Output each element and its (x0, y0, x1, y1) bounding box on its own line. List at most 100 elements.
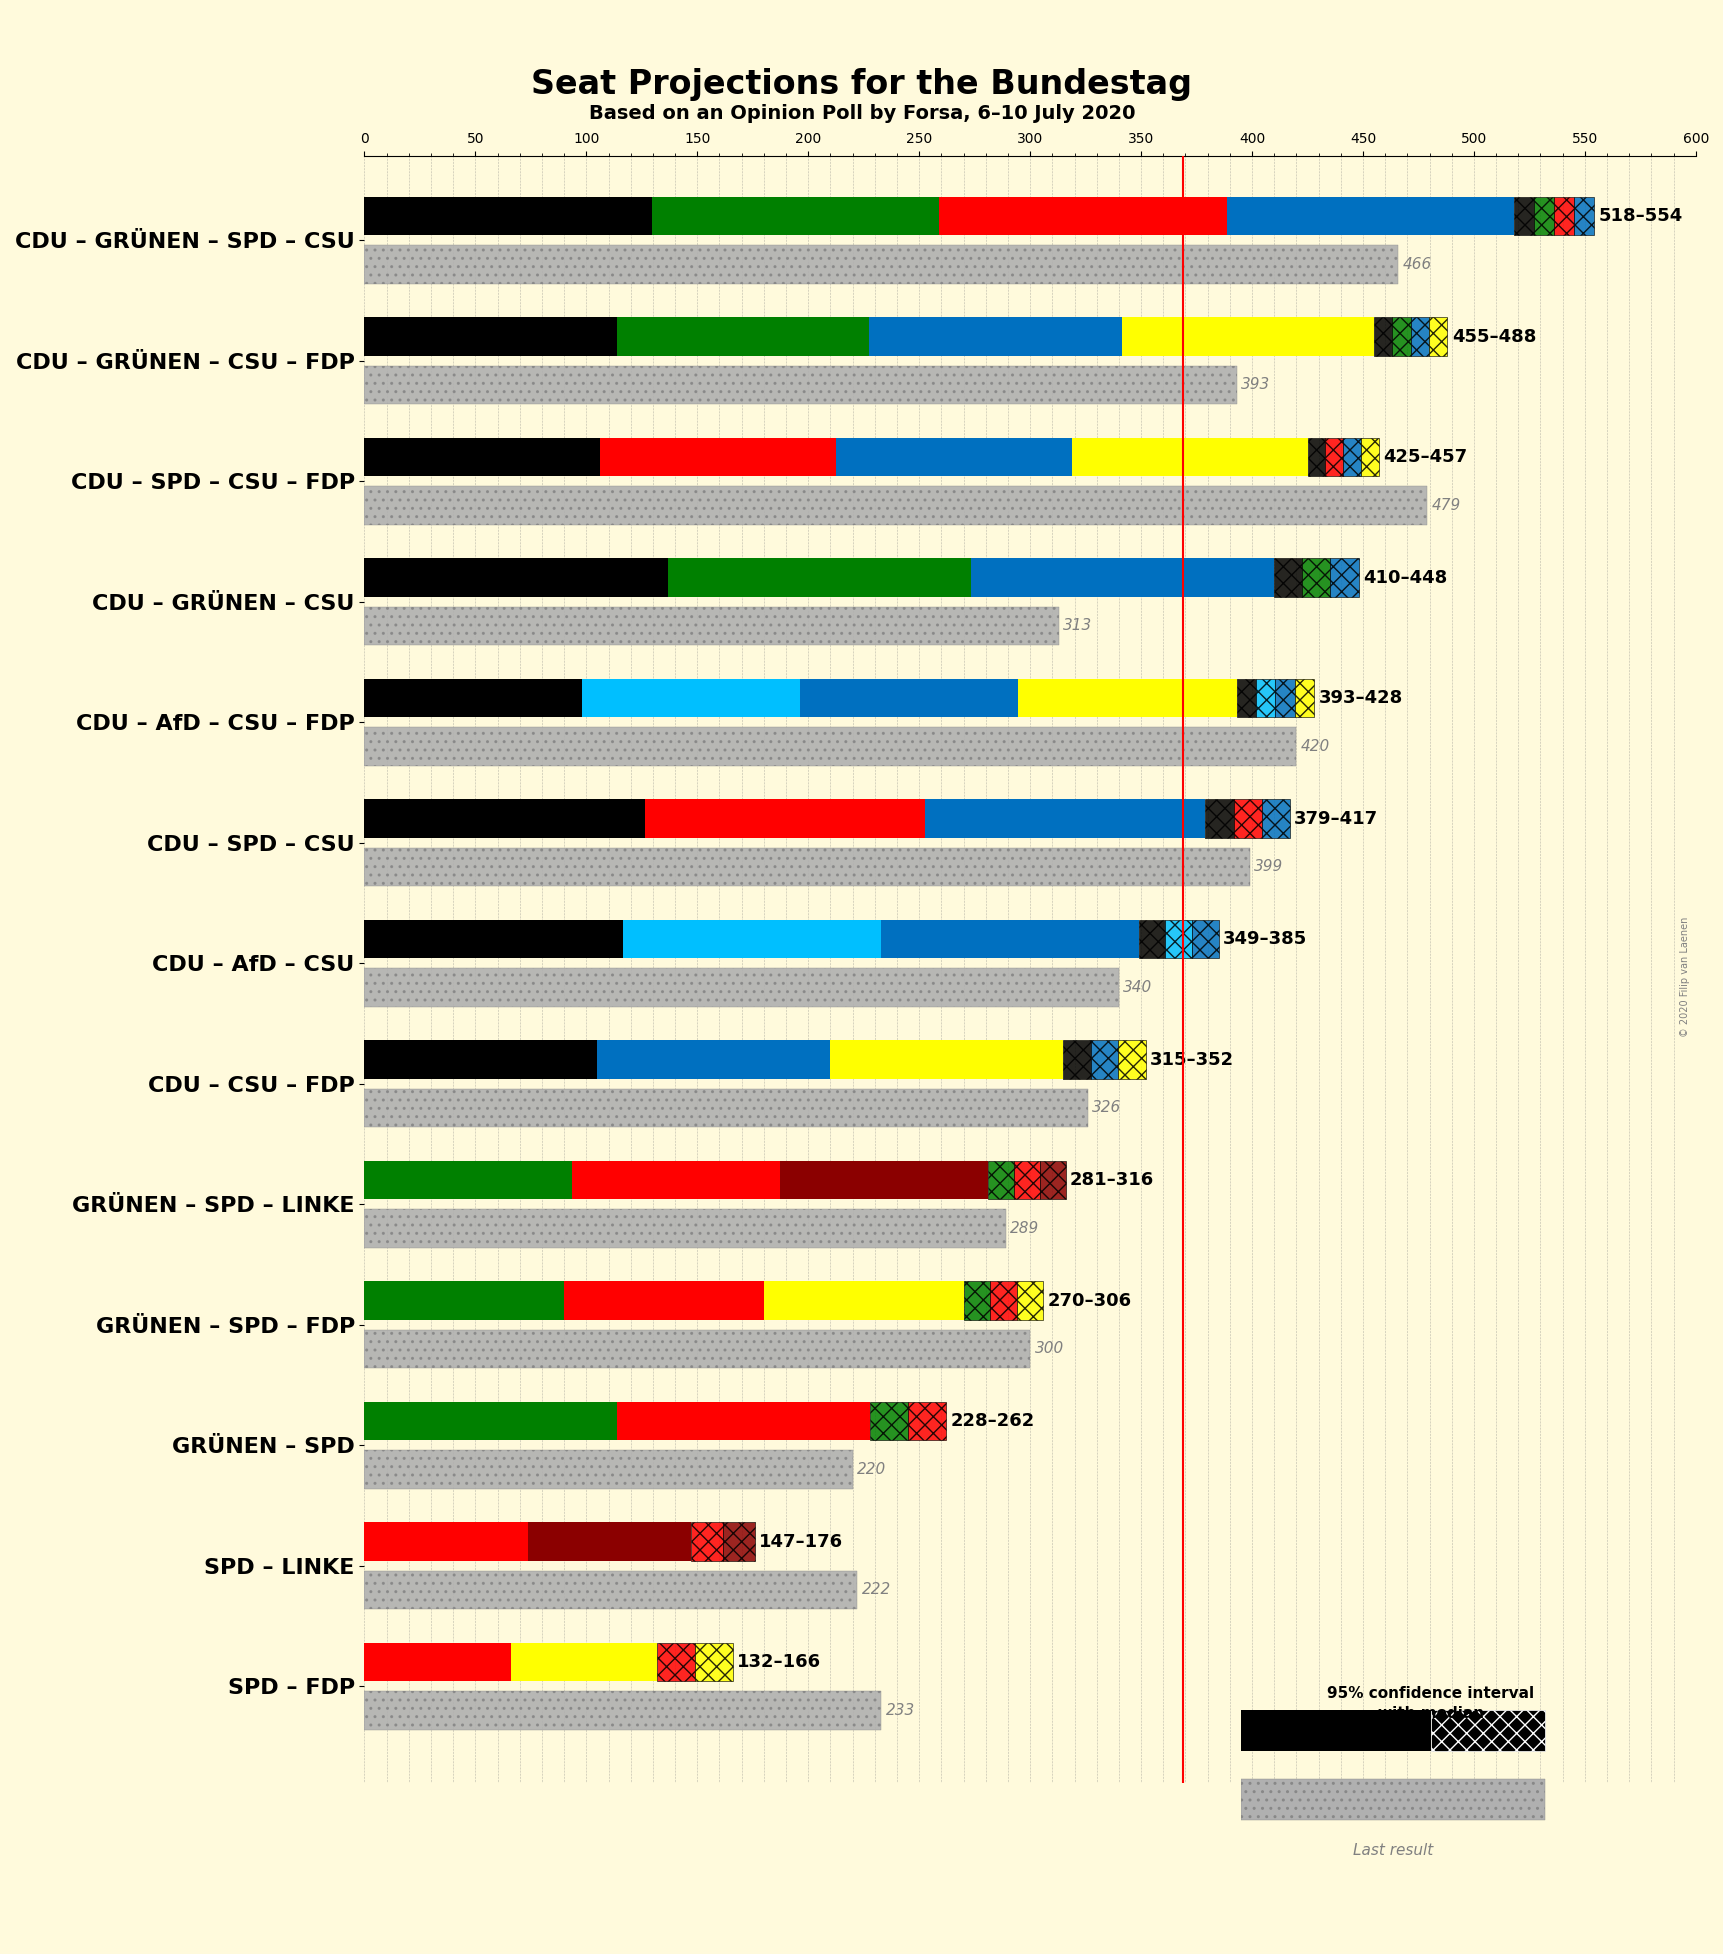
Bar (799, 678, 1018, 717)
Bar (1017, 1282, 1042, 1321)
Bar (1118, 1040, 1144, 1079)
Text: 220: 220 (856, 1462, 886, 1477)
Text: 349–385: 349–385 (1223, 930, 1306, 948)
Bar (364, 1329, 1030, 1368)
Bar (1234, 799, 1261, 838)
Text: 132–166: 132–166 (737, 1653, 820, 1671)
Text: 455–488: 455–488 (1451, 328, 1535, 346)
Bar (1165, 920, 1191, 959)
Bar (598, 1040, 830, 1079)
Text: 281–316: 281–316 (1070, 1170, 1154, 1190)
Bar (364, 438, 600, 477)
Text: 95% confidence interval: 95% confidence interval (1327, 1686, 1533, 1700)
Bar (1430, 1710, 1544, 1751)
Bar (963, 1282, 989, 1321)
Bar (364, 1522, 527, 1561)
Bar (364, 197, 651, 236)
Bar (1039, 1161, 1065, 1200)
Bar (1306, 438, 1325, 477)
Text: © 2020 Filip van Laenen: © 2020 Filip van Laenen (1678, 916, 1689, 1038)
Bar (868, 317, 1122, 356)
Bar (563, 1282, 763, 1321)
Bar (1261, 799, 1289, 838)
Text: Seat Projections for the Bundestag: Seat Projections for the Bundestag (531, 68, 1192, 102)
Bar (582, 678, 799, 717)
Bar (572, 1161, 781, 1200)
Bar (617, 1401, 870, 1440)
Bar (1241, 1710, 1430, 1751)
Bar (651, 197, 939, 236)
Bar (617, 317, 868, 356)
Text: 315–352: 315–352 (1149, 1051, 1234, 1069)
Bar (644, 799, 925, 838)
Bar (970, 559, 1273, 598)
Bar (1428, 317, 1446, 356)
Bar (1091, 1040, 1118, 1079)
Text: 399: 399 (1254, 860, 1282, 873)
Bar (1359, 438, 1378, 477)
Bar (691, 1522, 722, 1561)
Bar (1225, 197, 1513, 236)
Bar (364, 1450, 853, 1489)
Bar (364, 1161, 572, 1200)
Text: 222: 222 (862, 1583, 891, 1596)
Bar (364, 1690, 880, 1729)
Bar (600, 438, 836, 477)
Text: 518–554: 518–554 (1597, 207, 1682, 225)
Bar (989, 1282, 1017, 1321)
Bar (1513, 197, 1533, 236)
Bar (364, 1571, 856, 1610)
Text: 289: 289 (1010, 1221, 1039, 1235)
Text: 420: 420 (1301, 739, 1330, 754)
Text: 466: 466 (1403, 256, 1432, 272)
Bar (1533, 197, 1552, 236)
Bar (1122, 317, 1373, 356)
Bar (1342, 438, 1359, 477)
Bar (939, 197, 1225, 236)
Bar (1301, 559, 1330, 598)
Bar (364, 365, 1235, 404)
Text: 326: 326 (1092, 1100, 1122, 1116)
Bar (1191, 920, 1218, 959)
Bar (364, 727, 1296, 766)
Text: 393–428: 393–428 (1318, 690, 1403, 707)
Bar (364, 920, 622, 959)
Bar (1204, 799, 1234, 838)
Bar (925, 799, 1204, 838)
Bar (364, 1282, 563, 1321)
Text: 233: 233 (886, 1702, 915, 1718)
Bar (1018, 678, 1235, 717)
Bar (1392, 317, 1409, 356)
Bar (527, 1522, 691, 1561)
Bar (1139, 920, 1165, 959)
Bar (364, 1401, 617, 1440)
Bar (364, 487, 1427, 526)
Bar (667, 559, 970, 598)
Bar (364, 799, 644, 838)
Bar (364, 606, 1058, 645)
Bar (1409, 317, 1428, 356)
Bar (836, 438, 1072, 477)
Bar (364, 1643, 510, 1682)
Bar (364, 967, 1118, 1006)
Bar (364, 1040, 598, 1079)
Text: 393: 393 (1241, 377, 1270, 393)
Bar (364, 848, 1249, 887)
Bar (622, 920, 880, 959)
Text: 479: 479 (1430, 498, 1459, 512)
Bar (830, 1040, 1063, 1079)
Text: Last result: Last result (1353, 1843, 1432, 1858)
Bar (364, 559, 667, 598)
Bar (364, 1088, 1087, 1127)
Bar (1294, 678, 1313, 717)
Bar (656, 1643, 694, 1682)
Text: 410–448: 410–448 (1363, 569, 1446, 586)
Bar (1273, 559, 1301, 598)
Bar (1552, 197, 1573, 236)
Bar (1573, 197, 1592, 236)
Bar (1330, 559, 1358, 598)
Text: 340: 340 (1123, 979, 1153, 995)
Text: 228–262: 228–262 (949, 1413, 1034, 1430)
Bar (1373, 317, 1392, 356)
Text: Based on an Opinion Poll by Forsa, 6–10 July 2020: Based on an Opinion Poll by Forsa, 6–10 … (589, 104, 1134, 123)
